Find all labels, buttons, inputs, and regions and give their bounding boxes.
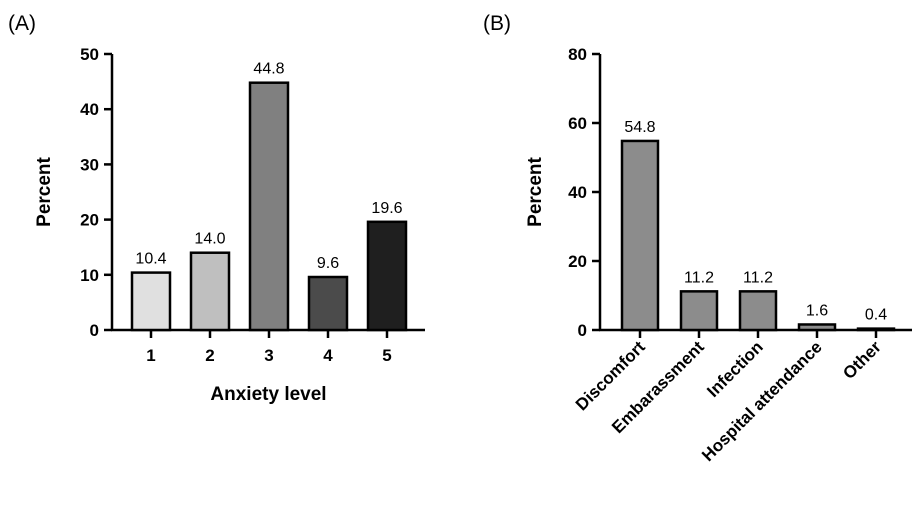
y-axis-title-b: Percent <box>525 156 546 226</box>
bar-a-4 <box>307 275 349 332</box>
x-category-label-b: Hospital attendance <box>698 337 826 465</box>
bar-a-5 <box>366 220 408 332</box>
bar-b-5 <box>856 327 896 332</box>
bar-a-1 <box>130 271 172 332</box>
x-axis-title-a: Anxiety level <box>210 384 326 405</box>
y-tick-label-a: 0 <box>90 321 99 340</box>
x-category-label-a: 1 <box>146 346 155 365</box>
panel-label-a: (A) <box>8 12 36 35</box>
panel-b: (B)020406080Percent54.8Discomfort11.2Emb… <box>483 12 912 465</box>
data-label-b-1: 54.8 <box>624 119 655 136</box>
x-category-label-a: 4 <box>323 346 333 365</box>
data-label-a-3: 44.8 <box>253 61 284 78</box>
data-label-b-2: 11.2 <box>684 269 714 286</box>
y-tick-label-b: 20 <box>568 252 587 271</box>
bar-b-3 <box>738 290 778 332</box>
y-tick-label-a: 10 <box>80 266 99 285</box>
y-tick-label-a: 30 <box>80 155 99 174</box>
x-category-label-a: 3 <box>264 346 273 365</box>
x-category-label-a: 5 <box>382 346 391 365</box>
data-label-b-3: 11.2 <box>743 269 773 286</box>
x-category-label-a: 2 <box>205 346 214 365</box>
bar-a-3 <box>248 81 290 332</box>
bar-b-4 <box>797 323 837 332</box>
bar-b-1 <box>620 139 660 332</box>
data-label-b-4: 1.6 <box>806 302 828 319</box>
y-tick-label-b: 0 <box>578 321 587 340</box>
data-label-a-1: 10.4 <box>135 251 166 268</box>
bar-b-2 <box>679 290 719 332</box>
y-tick-label-b: 40 <box>568 183 587 202</box>
data-label-b-5: 0.4 <box>865 307 887 324</box>
data-label-a-5: 19.6 <box>371 200 402 217</box>
panel-a: (A) 0 10 20 30 40 50 Percent 10.4 1 14.0 2 44.8 3 9.6 4… <box>8 12 425 405</box>
panel-label-b: (B) <box>483 12 511 35</box>
data-label-a-4: 9.6 <box>317 255 339 272</box>
x-category-label-b: Other <box>839 337 885 383</box>
y-tick-label-b: 80 <box>568 45 587 64</box>
y-tick-label-a: 40 <box>80 100 99 119</box>
bar-a-2 <box>189 251 231 332</box>
data-label-a-2: 14.0 <box>194 231 225 248</box>
y-tick-label-b: 60 <box>568 114 587 133</box>
y-tick-label-a: 20 <box>80 211 99 230</box>
y-tick-label-a: 50 <box>80 45 99 64</box>
y-axis-title-a: Percent <box>34 156 55 226</box>
